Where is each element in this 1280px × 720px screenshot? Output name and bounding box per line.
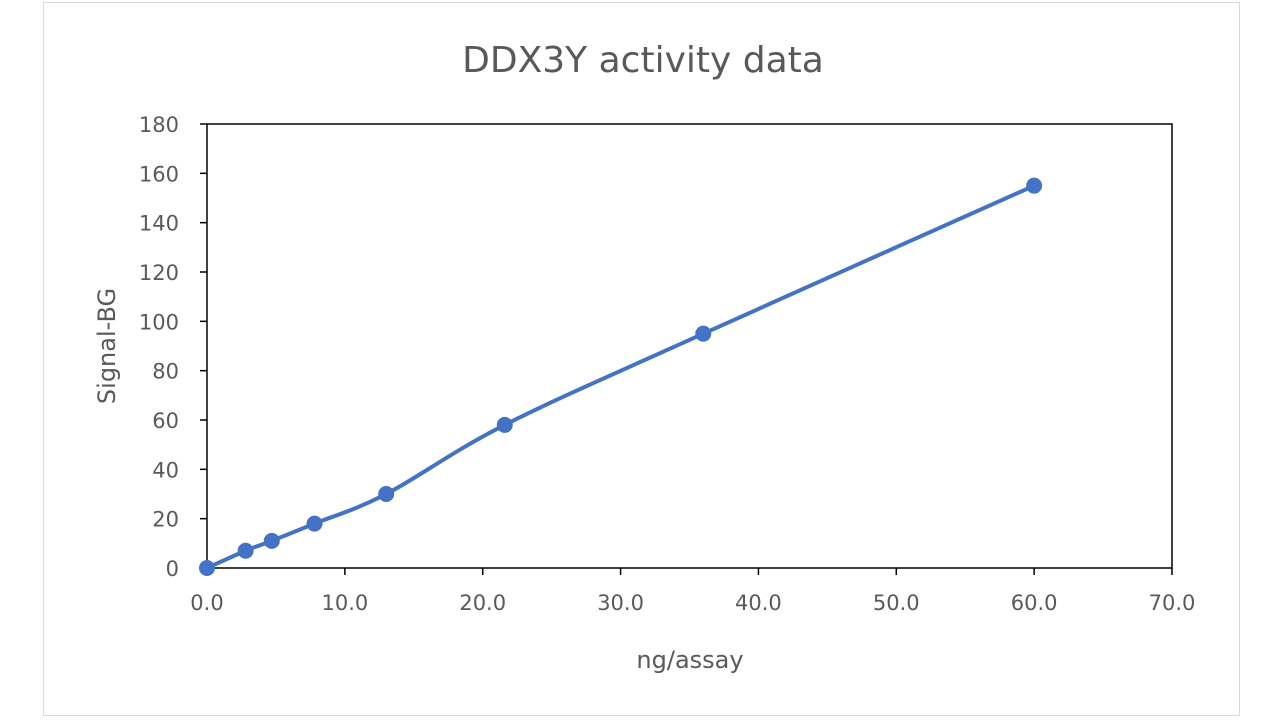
series-line: [205, 183, 1037, 570]
chart-area: [43, 2, 1240, 716]
x-tick-label: 70.0: [1149, 591, 1196, 615]
x-axis-label: ng/assay: [636, 646, 743, 674]
y-tick-label: 180: [139, 113, 179, 137]
x-tick-label: 50.0: [873, 591, 920, 615]
y-tick-label: 20: [152, 508, 179, 532]
y-tick-label: 40: [152, 458, 179, 482]
y-tick-label: 80: [152, 360, 179, 384]
x-tick-label: 40.0: [735, 591, 782, 615]
chart-title: DDX3Y activity data: [462, 40, 824, 81]
x-tick-label: 10.0: [321, 591, 368, 615]
y-tick-label: 60: [152, 409, 179, 433]
x-tick-label: 20.0: [459, 591, 506, 615]
data-point: [378, 486, 395, 502]
y-axis-label: Signal-BG: [93, 288, 121, 404]
x-tick-label: 60.0: [1011, 591, 1058, 615]
y-tick-label: 0: [166, 557, 179, 581]
data-point: [263, 532, 280, 549]
x-tick-label: 30.0: [597, 591, 644, 615]
y-tick-label: 120: [139, 261, 179, 285]
data-point: [237, 542, 254, 559]
data-point: [306, 515, 323, 532]
y-tick-label: 140: [139, 212, 179, 236]
y-tick-label: 100: [139, 310, 179, 334]
data-point: [199, 560, 215, 576]
data-point: [1026, 177, 1043, 194]
data-point: [496, 416, 513, 433]
data-point: [695, 325, 712, 342]
plot-border: [206, 123, 1173, 569]
y-tick-label: 160: [139, 162, 179, 186]
x-tick-label: 0.0: [190, 591, 223, 615]
